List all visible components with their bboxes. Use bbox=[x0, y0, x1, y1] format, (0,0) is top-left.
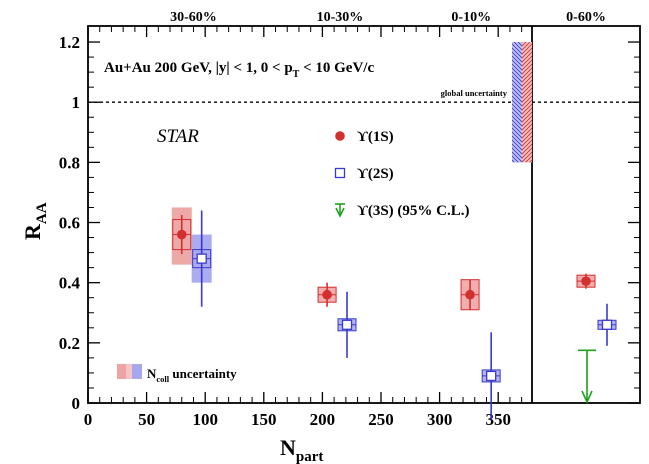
upsilon-2s-integrated-point bbox=[597, 303, 617, 346]
upsilon-3s-upper-limit bbox=[578, 349, 596, 404]
global-uncertainty-band-red bbox=[522, 42, 532, 163]
y-axis-title: RAA bbox=[20, 202, 50, 240]
axis-ticks: 0 50 100 150 200 250 300 350 0 0.2 0.4 0.6 0.8 1 1.2 bbox=[59, 26, 640, 429]
upsilon-2s-marker bbox=[196, 253, 207, 264]
legend-label-2s: ϒ(2S) bbox=[357, 166, 394, 182]
legend-marker-2s bbox=[334, 167, 346, 179]
upsilon-2s-point bbox=[337, 291, 357, 358]
global-uncertainty-band-blue bbox=[512, 42, 522, 163]
y-tick-label: 0.2 bbox=[59, 334, 80, 353]
legend-marker-1s bbox=[335, 131, 345, 141]
upsilon-2s-point bbox=[481, 332, 501, 420]
experiment-label: STAR bbox=[157, 126, 199, 147]
upsilon-2s-marker bbox=[341, 319, 353, 330]
centrality-label-0-60: 0-60% bbox=[566, 10, 606, 25]
upsilon-1s-point bbox=[460, 279, 480, 311]
upsilon-1s-point bbox=[317, 282, 337, 307]
upsilon-3s-limit-arrowhead bbox=[581, 390, 593, 404]
y-tick-label: 1 bbox=[72, 93, 81, 112]
x-tick-label: 200 bbox=[310, 410, 336, 429]
global-uncertainty-layer bbox=[512, 42, 532, 163]
x-tick-label: 350 bbox=[485, 410, 511, 429]
x-tick-label: 100 bbox=[192, 410, 218, 429]
global-uncertainty-label: global uncertainty bbox=[441, 88, 508, 98]
upsilon-1s-marker bbox=[322, 289, 332, 300]
centrality-label-30-60: 30-60% bbox=[170, 10, 217, 25]
legend-label-3s: ϒ(3S) (95% C.L.) bbox=[357, 203, 470, 219]
upsilon-2s-marker bbox=[486, 370, 497, 382]
collision-info: Au+Au 200 GeV, |y| < 1, 0 < pT < 10 GeV/… bbox=[104, 60, 374, 80]
legend-label-1s: ϒ(1S) bbox=[357, 129, 394, 145]
ncoll-legend: Ncoll uncertainty bbox=[117, 364, 237, 384]
y-tick-label: 0 bbox=[72, 394, 81, 413]
ncoll-swatch-pink bbox=[126, 364, 132, 379]
ncoll-swatch-blue bbox=[132, 364, 142, 379]
y-tick-label: 0.6 bbox=[59, 214, 80, 233]
upsilon-1s-point bbox=[171, 207, 192, 265]
legend-marker-3s bbox=[335, 203, 345, 218]
data-marks bbox=[171, 207, 617, 420]
upsilon-1s-marker bbox=[176, 229, 187, 240]
x-axis-title: Npart bbox=[280, 435, 323, 464]
x-tick-label: 300 bbox=[427, 410, 453, 429]
upsilon-1s-integrated-point bbox=[576, 273, 596, 289]
x-tick-label: 250 bbox=[368, 410, 394, 429]
centrality-label-10-30: 10-30% bbox=[317, 10, 364, 25]
y-tick-label: 0.8 bbox=[59, 153, 80, 172]
upsilon-2s-point bbox=[191, 210, 212, 307]
y-tick-label: 1.2 bbox=[59, 33, 80, 52]
x-tick-label: 50 bbox=[138, 410, 155, 429]
ncoll-label: Ncoll uncertainty bbox=[147, 366, 237, 384]
x-tick-label: 0 bbox=[84, 410, 93, 429]
upsilon-1s-integrated-marker bbox=[581, 276, 591, 286]
upsilon-2s-integrated-marker bbox=[601, 319, 613, 330]
x-tick-label: 150 bbox=[251, 410, 277, 429]
upsilon-1s-marker bbox=[465, 289, 475, 300]
plot-frame bbox=[87, 25, 641, 404]
legend: ϒ(1S) ϒ(2S) ϒ(3S) (95% C.L.) bbox=[334, 129, 470, 219]
y-tick-label: 0.4 bbox=[59, 274, 81, 293]
ncoll-swatch-red bbox=[117, 364, 126, 379]
centrality-label-0-10: 0-10% bbox=[451, 10, 491, 25]
